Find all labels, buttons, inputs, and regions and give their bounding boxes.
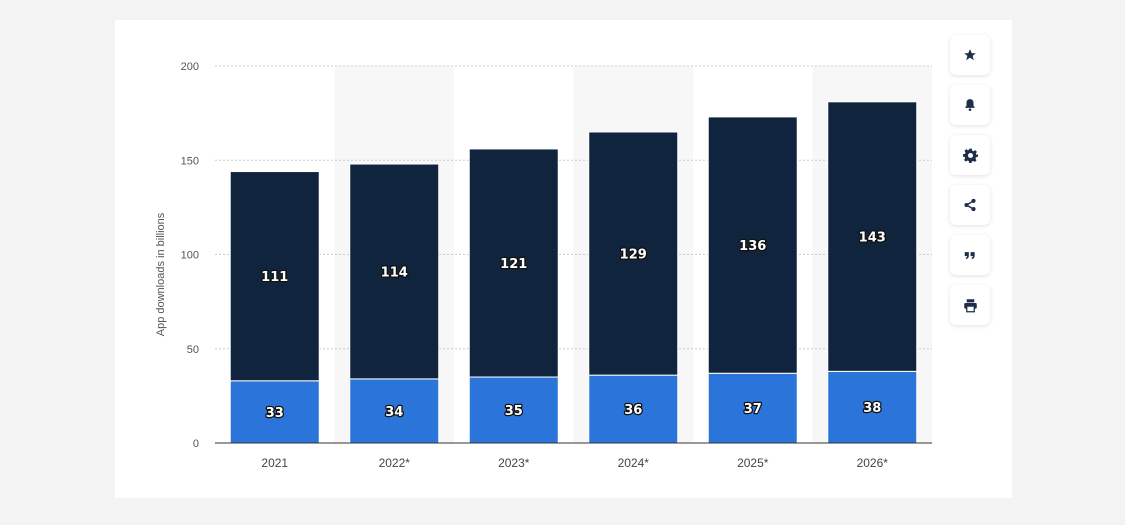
x-tick-label: 2026* [857,456,889,470]
data-label: 129 [620,248,647,263]
x-tick-label: 2021 [261,456,288,470]
y-tick-label: 150 [181,155,199,167]
share-icon [964,198,976,212]
data-label: 121 [500,257,527,272]
data-label: 143 [859,231,886,246]
y-tick-label: 100 [181,250,199,262]
data-label: 38 [863,401,881,416]
data-label: 34 [385,405,403,420]
data-label: 111 [261,270,288,285]
x-tick-label: 2023* [498,456,530,470]
data-label: 37 [744,402,762,417]
bar-segment [827,370,918,444]
print-button[interactable] [950,285,990,325]
bar-segment [707,116,798,374]
x-tick-label: 2022* [379,456,411,470]
favorite-button[interactable] [950,35,990,75]
data-label: 33 [266,406,284,421]
print-icon [963,298,977,312]
data-label: 35 [505,404,523,419]
bar-segment [349,163,440,380]
bar-segment [588,131,679,376]
data-label: 136 [739,239,766,254]
bar-segment [468,148,559,378]
y-tick-label: 200 [181,61,199,73]
y-tick-label: 0 [193,438,199,450]
notification-button[interactable] [950,85,990,125]
cite-button[interactable] [950,235,990,275]
bar-segment [707,372,798,444]
x-tick-label: 2025* [737,456,769,470]
chart-toolbar [950,35,992,335]
bar-segment [468,376,559,444]
y-tick-label: 50 [187,344,199,356]
y-axis-label: App downloads in billions [155,212,167,336]
x-tick-label: 2024* [618,456,650,470]
data-label: 114 [381,265,408,280]
bar-segment [229,380,320,444]
gear-icon [962,148,978,163]
bar-segment [229,171,320,382]
star-icon [964,49,976,61]
data-label: 36 [624,403,642,418]
quote-icon [964,252,975,260]
bar-segment [588,374,679,444]
share-button[interactable] [950,185,990,225]
chart: 0 50 100 150 200 App downloads in billions 33 1… [155,61,932,470]
bell-icon [965,99,975,112]
settings-button[interactable] [950,135,990,175]
bar-segment [827,101,918,372]
chart-card: 0 50 100 150 200 App downloads in billions 33 1… [115,20,1012,498]
